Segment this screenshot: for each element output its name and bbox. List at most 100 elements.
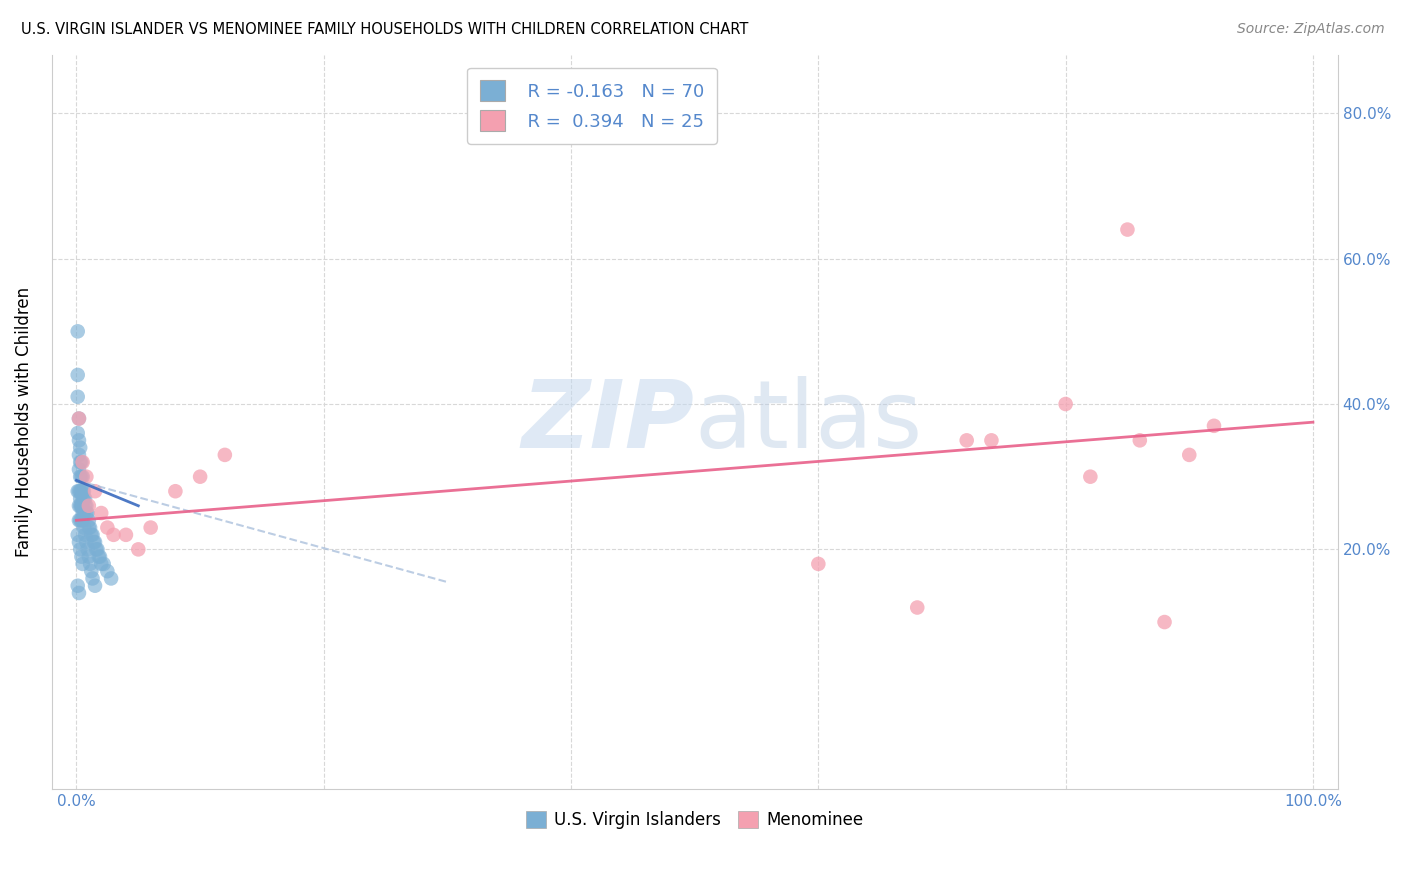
Point <box>75 499 97 513</box>
Point <box>75 499 97 513</box>
Point <box>67 484 90 499</box>
Point <box>1153 615 1175 629</box>
Point <box>84 535 107 549</box>
Point <box>980 434 1002 448</box>
Point <box>66 426 89 441</box>
Point <box>90 557 112 571</box>
Point <box>72 506 94 520</box>
Point <box>72 455 94 469</box>
Point <box>956 434 979 448</box>
Point <box>69 491 91 506</box>
Point <box>67 411 90 425</box>
Point <box>72 499 94 513</box>
Point <box>66 484 89 499</box>
Point <box>72 469 94 483</box>
Point <box>70 455 93 469</box>
Point <box>86 542 108 557</box>
Point <box>72 491 94 506</box>
Point <box>73 491 96 506</box>
Point <box>139 520 162 534</box>
Point <box>69 542 91 557</box>
Point <box>1054 397 1077 411</box>
Point <box>807 557 830 571</box>
Point <box>72 557 94 571</box>
Point <box>77 549 100 564</box>
Point <box>89 549 111 564</box>
Point <box>79 557 101 571</box>
Point <box>70 499 93 513</box>
Point <box>69 441 91 455</box>
Point <box>70 549 93 564</box>
Point <box>69 455 91 469</box>
Point <box>70 469 93 483</box>
Point <box>79 520 101 534</box>
Point <box>72 484 94 499</box>
Point <box>77 513 100 527</box>
Point <box>73 506 96 520</box>
Point <box>90 506 112 520</box>
Point <box>70 499 93 513</box>
Point <box>69 469 91 483</box>
Point <box>66 390 89 404</box>
Point <box>115 528 138 542</box>
Point <box>67 586 90 600</box>
Point <box>76 542 98 557</box>
Point <box>67 535 90 549</box>
Point <box>96 520 118 534</box>
Point <box>73 484 96 499</box>
Point <box>75 506 97 520</box>
Point <box>905 600 928 615</box>
Point <box>82 528 104 542</box>
Point <box>69 513 91 527</box>
Point <box>66 579 89 593</box>
Text: U.S. VIRGIN ISLANDER VS MENOMINEE FAMILY HOUSEHOLDS WITH CHILDREN CORRELATION CH: U.S. VIRGIN ISLANDER VS MENOMINEE FAMILY… <box>21 22 748 37</box>
Point <box>165 484 187 499</box>
Point <box>87 549 110 564</box>
Legend: U.S. Virgin Islanders, Menominee: U.S. Virgin Islanders, Menominee <box>519 805 870 836</box>
Point <box>73 520 96 534</box>
Point <box>75 528 97 542</box>
Text: ZIP: ZIP <box>522 376 695 468</box>
Point <box>75 469 97 483</box>
Point <box>103 528 125 542</box>
Point <box>188 469 211 483</box>
Point <box>84 542 107 557</box>
Point <box>77 520 100 534</box>
Point <box>72 513 94 527</box>
Point <box>70 484 93 499</box>
Point <box>80 528 103 542</box>
Point <box>69 499 91 513</box>
Y-axis label: Family Households with Children: Family Households with Children <box>15 287 32 558</box>
Point <box>66 368 89 382</box>
Point <box>70 513 93 527</box>
Point <box>67 411 90 425</box>
Point <box>75 535 97 549</box>
Point <box>76 506 98 520</box>
Point <box>82 571 104 585</box>
Point <box>96 564 118 578</box>
Point <box>67 462 90 476</box>
Point <box>1078 469 1101 483</box>
Point <box>67 448 90 462</box>
Text: Source: ZipAtlas.com: Source: ZipAtlas.com <box>1237 22 1385 37</box>
Point <box>1129 434 1152 448</box>
Text: atlas: atlas <box>695 376 922 468</box>
Point <box>1202 418 1225 433</box>
Point <box>100 571 122 585</box>
Point <box>1178 448 1201 462</box>
Point <box>84 484 107 499</box>
Point <box>77 499 100 513</box>
Point <box>67 499 90 513</box>
Point <box>66 528 89 542</box>
Point <box>80 564 103 578</box>
Point <box>75 491 97 506</box>
Point <box>1116 222 1139 236</box>
Point <box>127 542 149 557</box>
Point <box>69 484 91 499</box>
Point <box>67 513 90 527</box>
Point <box>93 557 115 571</box>
Point <box>83 535 105 549</box>
Point <box>66 324 89 338</box>
Point <box>84 579 107 593</box>
Point <box>67 434 90 448</box>
